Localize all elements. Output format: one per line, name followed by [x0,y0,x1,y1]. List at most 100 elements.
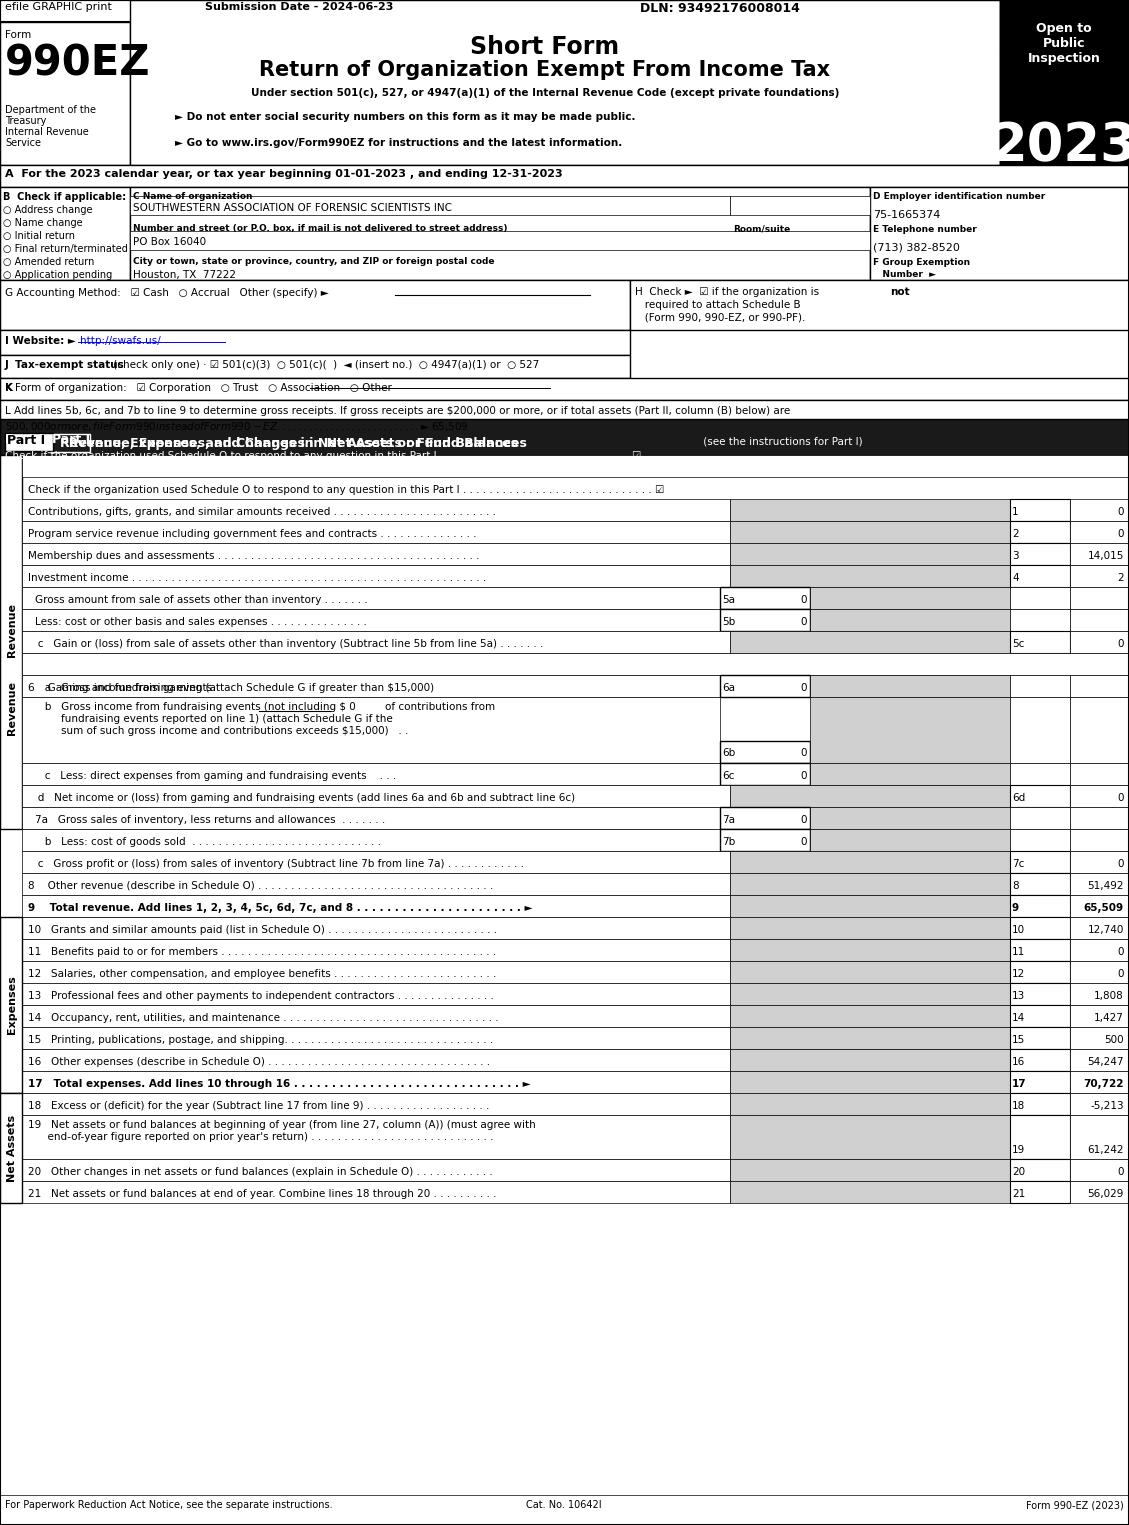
Text: 17   Total expenses. Add lines 10 through 16 . . . . . . . . . . . . . . . . . .: 17 Total expenses. Add lines 10 through … [28,1080,531,1089]
Text: 0: 0 [1118,529,1124,538]
Bar [1010,1049,1070,1071]
Bar [809,676,1010,697]
Bar [1070,1159,1129,1180]
Bar [1070,1180,1129,1203]
Bar [0,378,1129,400]
Text: PO Box 16040: PO Box 16040 [133,236,207,247]
Bar [730,872,1010,895]
Text: 15   Printing, publications, postage, and shipping. . . . . . . . . . . . . . . : 15 Printing, publications, postage, and … [28,1035,493,1045]
Text: Check if the organization used Schedule O to respond to any question in this Par: Check if the organization used Schedule … [28,485,664,496]
Bar [1010,984,1070,1005]
Text: 75-1665374: 75-1665374 [873,210,940,220]
Text: 12: 12 [1012,968,1025,979]
Bar [0,0,200,21]
Bar [1010,1115,1070,1159]
Bar [730,895,1010,917]
Bar [0,419,1129,454]
Text: Houston, TX  77222: Houston, TX 77222 [133,270,236,281]
Bar [21,1180,730,1203]
Bar [730,631,1010,653]
Text: 1,808: 1,808 [1094,991,1124,1000]
Text: 20: 20 [1012,1167,1025,1177]
Bar [1010,676,1070,697]
Text: -5,213: -5,213 [1091,1101,1124,1112]
Text: 10: 10 [1012,926,1025,935]
Bar [730,1093,1010,1115]
Bar [720,587,809,608]
Bar [630,281,1129,329]
Text: 6c: 6c [723,772,734,781]
Bar [1070,807,1129,830]
Text: 21: 21 [1012,1190,1025,1199]
Bar [1010,762,1070,785]
Bar [720,676,809,697]
Bar [730,984,1010,1005]
Bar [1070,1093,1129,1115]
Text: 0: 0 [1118,968,1124,979]
Text: not: not [890,287,910,297]
Bar [1070,631,1129,653]
Bar [730,1115,1010,1159]
Bar [21,830,720,851]
Bar [1070,1049,1129,1071]
Bar [730,1005,1010,1026]
Text: 14,015: 14,015 [1087,551,1124,561]
Text: City or town, state or province, country, and ZIP or foreign postal code: City or town, state or province, country… [133,258,495,265]
Text: 500: 500 [1104,1035,1124,1045]
Text: 56,029: 56,029 [1087,1190,1124,1199]
Text: Check if the organization used Schedule O to respond to any question in this Par: Check if the organization used Schedule … [5,451,641,461]
Text: 2: 2 [1012,529,1018,538]
Text: 6b: 6b [723,747,735,758]
Text: B  Check if applicable:: B Check if applicable: [3,192,126,201]
Bar [21,785,730,807]
Text: $500,000 or more, file Form 990 instead of Form 990-EZ . . . . . . . . . . . . .: $500,000 or more, file Form 990 instead … [5,419,469,433]
Text: Under section 501(c), 527, or 4947(a)(1) of the Internal Revenue Code (except pr: Under section 501(c), 527, or 4947(a)(1)… [251,88,839,98]
Bar [130,197,730,215]
Text: 17: 17 [1012,1080,1026,1089]
Bar [809,697,1010,762]
Text: Revenue, Expenses, and Changes in Net Assets or Fund Balances: Revenue, Expenses, and Changes in Net As… [60,438,518,450]
Bar [1010,564,1070,587]
Bar [720,762,809,785]
Text: 18: 18 [1012,1101,1025,1112]
Text: 12,740: 12,740 [1087,926,1124,935]
Text: A  For the 2023 calendar year, or tax year beginning 01-01-2023 , and ending 12-: A For the 2023 calendar year, or tax yea… [5,169,562,178]
Bar [1070,564,1129,587]
Bar [21,1026,730,1049]
Bar [130,0,1000,165]
Bar [1070,961,1129,984]
Bar [1070,872,1129,895]
Bar [130,230,870,250]
Bar [21,1093,730,1115]
Text: Form 990-EZ (2023): Form 990-EZ (2023) [1026,1501,1124,1510]
Text: 13: 13 [1012,991,1025,1000]
Bar [730,851,1010,872]
Bar [21,1005,730,1026]
Text: 7b: 7b [723,837,735,846]
Text: http://swafs.us/: http://swafs.us/ [80,336,160,346]
Text: ○ Amended return: ○ Amended return [3,258,95,267]
Text: ► Go to www.irs.gov/Form990EZ for instructions and the latest information.: ► Go to www.irs.gov/Form990EZ for instru… [175,137,622,148]
Text: 0: 0 [1118,947,1124,958]
Text: Open to
Public
Inspection: Open to Public Inspection [1027,21,1101,66]
Text: 21   Net assets or fund balances at end of year. Combine lines 18 through 20 . .: 21 Net assets or fund balances at end of… [28,1190,497,1199]
Text: 70,722: 70,722 [1084,1080,1124,1089]
Bar [21,984,730,1005]
Text: Contributions, gifts, grants, and similar amounts received . . . . . . . . . . .: Contributions, gifts, grants, and simila… [28,506,496,517]
Text: (713) 382-8520: (713) 382-8520 [873,242,960,253]
Text: Membership dues and assessments . . . . . . . . . . . . . . . . . . . . . . . . : Membership dues and assessments . . . . … [28,551,480,561]
Bar [730,917,1010,939]
Bar [809,608,1010,631]
Bar [809,762,1010,785]
Bar [21,872,730,895]
Bar [1070,1026,1129,1049]
Text: Room/suite: Room/suite [733,224,790,233]
Bar [49,435,90,451]
Text: c   Gross profit or (loss) from sales of inventory (Subtract line 7b from line 7: c Gross profit or (loss) from sales of i… [28,859,524,869]
Text: Number and street (or P.O. box, if mail is not delivered to street address): Number and street (or P.O. box, if mail … [133,224,508,233]
Bar [21,587,720,608]
Bar [1070,939,1129,961]
Text: Return of Organization Exempt From Income Tax: Return of Organization Exempt From Incom… [260,59,831,79]
Bar [21,762,720,785]
Text: 0: 0 [1118,506,1124,517]
